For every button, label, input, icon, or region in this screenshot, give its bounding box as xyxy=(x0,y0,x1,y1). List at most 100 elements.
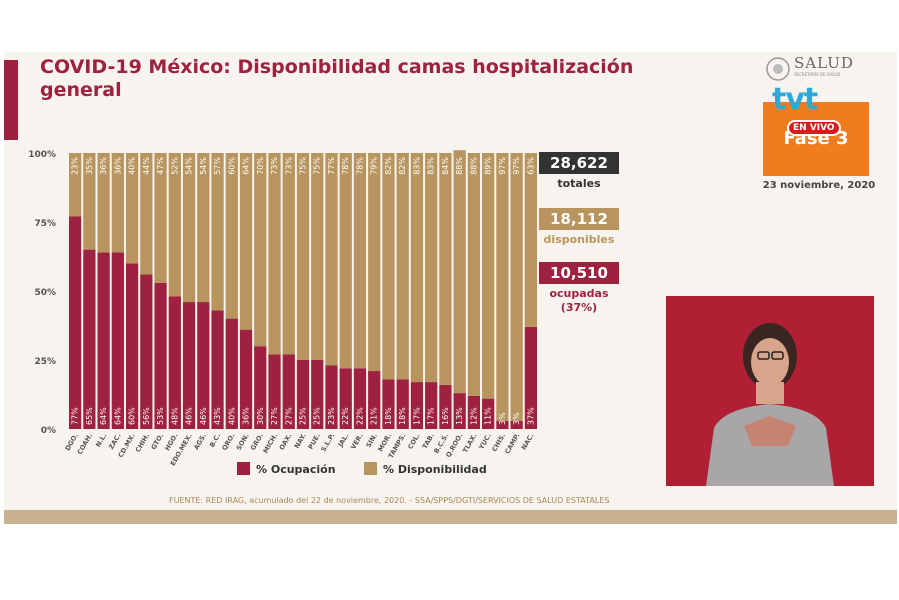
bar-available xyxy=(282,153,295,355)
bar-available xyxy=(225,153,238,319)
data-label-available: 52% xyxy=(170,157,179,175)
data-label-available: 84% xyxy=(441,157,450,175)
bar-occupied xyxy=(311,360,324,429)
bar-occupied xyxy=(524,326,537,429)
data-label-available: 82% xyxy=(384,157,393,175)
category-label: N.L. xyxy=(94,432,108,449)
data-label-occupied: 16% xyxy=(441,407,450,425)
data-label-available: 23% xyxy=(71,157,80,175)
bar-occupied xyxy=(125,263,139,429)
data-label-occupied: 22% xyxy=(355,407,364,425)
data-label-occupied: 3% xyxy=(498,412,507,425)
bar-occupied xyxy=(97,252,110,429)
data-label-available: 97% xyxy=(498,157,507,175)
interpreter-figure xyxy=(706,323,834,486)
data-label-occupied: 65% xyxy=(85,407,94,425)
bar-available xyxy=(368,153,381,372)
bar-available xyxy=(396,153,409,380)
bar-occupied xyxy=(154,282,167,429)
channel-logo: tvt xyxy=(772,82,818,117)
bar-occupied xyxy=(197,302,210,429)
bar-occupied xyxy=(353,368,367,429)
bar-occupied xyxy=(368,371,381,429)
data-label-available: 77% xyxy=(327,157,336,175)
source-note: FUENTE: RED IRAG, acumulado del 22 de no… xyxy=(169,496,610,505)
title-accent-bar xyxy=(4,60,18,140)
legend-label-available: % Disponibilidad xyxy=(383,463,487,476)
data-label-occupied: 60% xyxy=(128,407,137,425)
bar-occupied xyxy=(69,216,82,429)
data-label-occupied: 64% xyxy=(113,407,122,425)
bar-available xyxy=(97,153,110,253)
occupied-beds-label: ocupadas xyxy=(549,287,609,300)
data-label-available: 83% xyxy=(427,157,436,175)
data-label-occupied: 18% xyxy=(384,407,393,425)
data-label-available: 88% xyxy=(455,157,464,175)
sign-language-interpreter xyxy=(666,296,874,486)
data-label-occupied: 64% xyxy=(99,407,108,425)
slide: COVID-19 México: Disponibilidad camas ho… xyxy=(4,52,897,524)
bar-occupied xyxy=(140,274,153,429)
bar-available xyxy=(496,153,509,421)
bar-occupied xyxy=(111,252,124,429)
y-tick-label: 75% xyxy=(34,219,56,229)
category-label: MICH. xyxy=(262,432,280,455)
page-title: COVID-19 México: Disponibilidad camas ho… xyxy=(40,56,634,101)
y-tick-label: 25% xyxy=(34,357,56,367)
data-label-available: 40% xyxy=(128,157,137,175)
occupied-beds-box: 10,510 xyxy=(539,262,619,284)
data-label-occupied: 3% xyxy=(512,412,521,425)
data-label-occupied: 77% xyxy=(71,407,80,425)
data-label-available: 57% xyxy=(213,157,222,175)
data-label-occupied: 56% xyxy=(142,407,151,425)
data-label-available: 75% xyxy=(313,157,322,175)
data-label-available: 73% xyxy=(284,157,293,175)
category-label: COL. xyxy=(406,432,421,451)
category-label: NAC. xyxy=(520,432,536,451)
data-label-available: 63% xyxy=(526,157,535,175)
category-label: AGS. xyxy=(192,432,208,451)
bar-available xyxy=(168,153,181,297)
bar-occupied xyxy=(168,296,181,429)
data-label-available: 73% xyxy=(270,157,279,175)
bar-occupied xyxy=(268,354,281,429)
bar-occupied xyxy=(296,360,310,429)
bar-occupied xyxy=(439,384,452,429)
legend-swatch-available xyxy=(364,462,377,475)
bar-available xyxy=(154,153,167,283)
bar-occupied xyxy=(282,354,295,429)
total-beds-label: totales xyxy=(557,177,601,190)
category-label: CHIH. xyxy=(134,432,151,454)
bar-available xyxy=(268,153,281,355)
category-label: TLAX. xyxy=(461,432,478,454)
bar-available xyxy=(425,153,438,383)
data-label-occupied: 17% xyxy=(427,407,436,425)
data-label-occupied: 48% xyxy=(170,407,179,425)
bar-available xyxy=(353,153,367,369)
data-label-available: 64% xyxy=(242,157,251,175)
available-beds-box: 18,112 xyxy=(539,208,619,230)
category-label: B.C. xyxy=(208,432,222,449)
data-label-occupied: 40% xyxy=(227,407,236,425)
bar-available xyxy=(197,153,210,303)
bar-available xyxy=(125,153,139,264)
data-label-available: 82% xyxy=(398,157,407,175)
bar-available xyxy=(182,153,196,303)
bar-occupied xyxy=(382,379,395,429)
bar-available xyxy=(339,153,352,369)
legend-swatch-occupied xyxy=(237,462,250,475)
category-label: VER. xyxy=(349,432,364,451)
data-label-available: 78% xyxy=(355,157,364,175)
data-label-occupied: 18% xyxy=(398,407,407,425)
bar-available xyxy=(140,153,153,275)
bar-available xyxy=(382,153,395,380)
data-label-occupied: 17% xyxy=(412,407,421,425)
data-label-available: 60% xyxy=(227,157,236,175)
category-label: S.L.P. xyxy=(319,432,336,453)
bar-available xyxy=(311,153,324,360)
bar-occupied xyxy=(325,365,338,429)
data-label-occupied: 30% xyxy=(256,407,265,425)
data-label-available: 83% xyxy=(412,157,421,175)
data-label-available: 88% xyxy=(469,157,478,175)
bar-occupied xyxy=(510,420,523,429)
